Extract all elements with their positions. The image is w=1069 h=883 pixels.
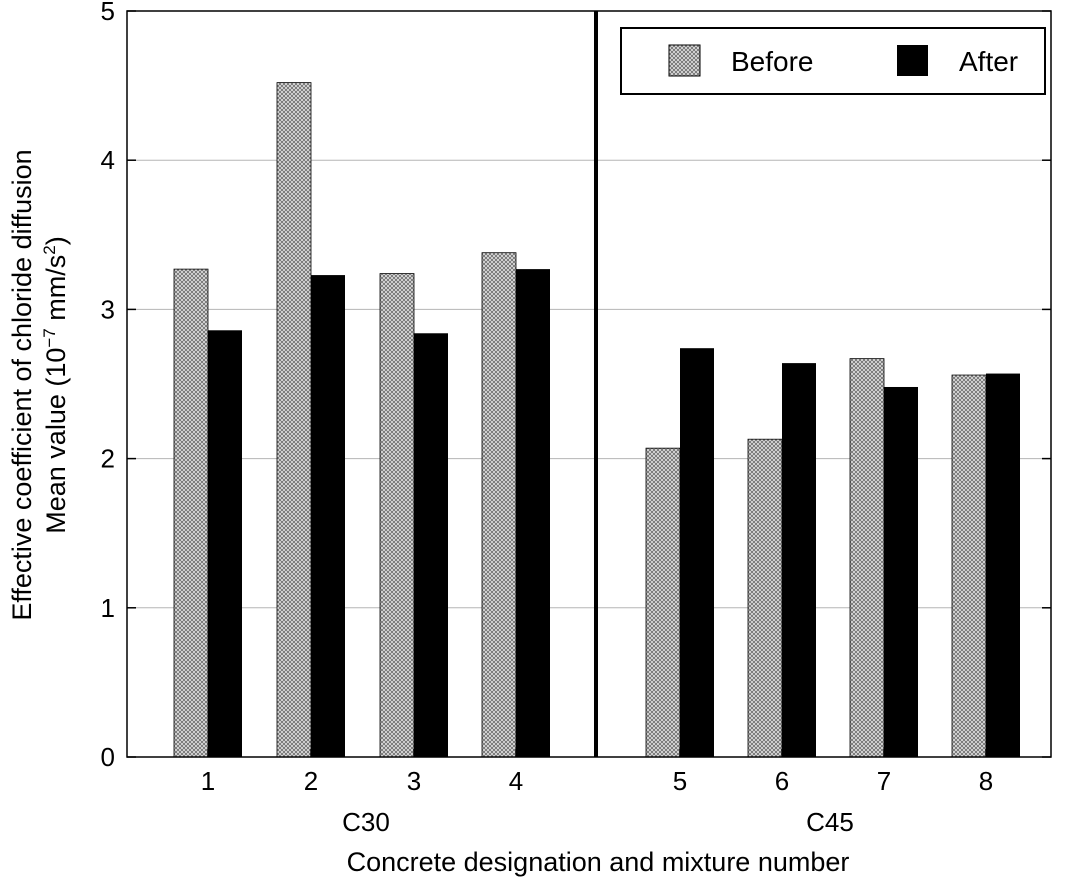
legend-swatch-after (897, 45, 928, 76)
bar-after-8 (986, 373, 1020, 757)
y-tick-label: 0 (101, 742, 115, 772)
group-label-c45: C45 (806, 807, 854, 837)
bar-before-8 (951, 374, 987, 758)
x-tick-label-2: 2 (304, 766, 318, 796)
legend: Before After (620, 27, 1046, 95)
y-tick-label: 3 (101, 294, 115, 324)
bar-after-4 (516, 269, 550, 757)
x-tick-label-4: 4 (509, 766, 523, 796)
y-tick-label: 2 (101, 444, 115, 474)
y-axis-title-exponent2: 2 (40, 245, 59, 254)
x-tick-label-7: 7 (877, 766, 891, 796)
bar-after-6 (782, 363, 816, 757)
x-tick-label-3: 3 (407, 766, 421, 796)
bar-before-6 (747, 438, 783, 758)
y-axis-title-prefix: Mean value (10 (41, 348, 71, 534)
bar-after-7 (884, 386, 918, 757)
y-axis-title-suffix: ) (41, 236, 71, 245)
legend-swatch-before (668, 44, 701, 77)
y-tick-label: 4 (101, 145, 115, 175)
x-tick-label-8: 8 (979, 766, 993, 796)
x-tick-label-5: 5 (673, 766, 687, 796)
y-tick-label: 1 (101, 593, 115, 623)
y-axis-title-exponent1: −7 (40, 328, 59, 347)
x-tick-label-1: 1 (201, 766, 215, 796)
x-tick-label-6: 6 (775, 766, 789, 796)
y-axis-title-unit: mm/s (41, 255, 71, 329)
bar-before-4 (481, 252, 517, 758)
legend-label-before: Before (731, 46, 814, 77)
bar-before-1 (173, 268, 209, 758)
bar-after-5 (680, 348, 714, 757)
y-axis-title-line2: Mean value (10−7 mm/s2) (40, 236, 71, 533)
bar-before-7 (849, 358, 885, 758)
y-axis-title-line1: Effective coefficient of chloride diffus… (7, 149, 37, 620)
group-label-c30: C30 (342, 807, 390, 837)
y-axis-title: Effective coefficient of chloride diffus… (7, 149, 37, 620)
bar-after-2 (311, 275, 345, 757)
y-axis-ticks: 0 1 2 3 4 5 (101, 0, 1051, 772)
x-axis-title: Concrete designation and mixture number (347, 847, 850, 877)
bars (173, 82, 1020, 758)
y-axis-title-2: Mean value (10−7 mm/s2) (40, 236, 71, 533)
bar-before-3 (379, 273, 415, 758)
bar-before-2 (276, 82, 312, 758)
bar-after-3 (414, 333, 448, 757)
y-tick-label: 5 (101, 0, 115, 26)
x-axis-ticks: 1 2 3 4 5 6 7 8 (201, 749, 993, 796)
plot-frame (126, 10, 1052, 758)
bar-after-1 (208, 330, 242, 757)
legend-label-after: After (959, 46, 1018, 77)
bar-before-5 (645, 447, 681, 758)
